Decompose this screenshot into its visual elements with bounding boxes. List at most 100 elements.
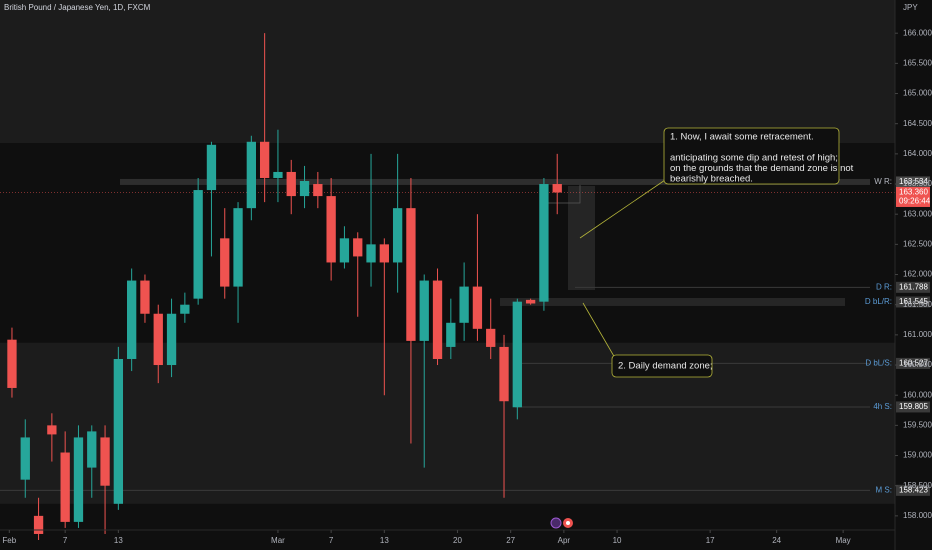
- annotation-box: [611, 354, 713, 378]
- annotation-box: [663, 127, 840, 185]
- candle-body: [432, 280, 443, 359]
- currency: JPY: [903, 3, 918, 12]
- candle-body: [140, 280, 150, 314]
- candle-body: [446, 322, 456, 347]
- candle-body: [552, 184, 562, 193]
- x-tick-label: 24: [772, 536, 781, 545]
- y-tick-label: 164.500: [903, 119, 932, 128]
- candle-body: [499, 346, 509, 402]
- level-price-box: [896, 281, 930, 293]
- candle-body: [60, 452, 70, 522]
- y-tick-label: 160.000: [903, 390, 932, 399]
- candle-body: [366, 244, 376, 263]
- candles: [7, 33, 562, 540]
- candle-body: [326, 196, 336, 263]
- x-tick-label: 7: [329, 536, 334, 545]
- level-price: 158.423: [899, 485, 928, 494]
- candle-body: [33, 515, 44, 534]
- y-tick-label: 158.000: [903, 511, 932, 520]
- level-price-box: [896, 484, 930, 496]
- y-tick-label: 166.000: [903, 28, 932, 37]
- level-label: W R:: [874, 177, 892, 186]
- candle-body: [220, 238, 230, 287]
- y-tick-label: 163.000: [903, 209, 932, 218]
- zone: [0, 0, 895, 143]
- candle-body: [392, 208, 403, 263]
- annotation-text: 1. Now, I await some retracement.: [670, 132, 814, 143]
- candle-body: [406, 208, 416, 341]
- x-tick-label: 27: [506, 536, 515, 545]
- level-price: 160.527: [899, 359, 928, 368]
- x-tick-label: 20: [453, 536, 462, 545]
- chart-title: British Pound / Japanese Yen, 1D, FXCM: [4, 3, 151, 12]
- x-tick-label: 10: [613, 536, 622, 545]
- y-tick-label: 165.000: [903, 89, 932, 98]
- candle-body: [539, 184, 549, 302]
- candle-body: [7, 339, 17, 388]
- x-tick-label: Mar: [271, 536, 285, 545]
- y-tick-label: 158.500: [903, 481, 932, 490]
- candle-body: [73, 437, 84, 522]
- level-label: D bL/S:: [865, 359, 892, 368]
- candle-body: [153, 313, 163, 366]
- candle-body: [20, 437, 30, 480]
- y-tick-label: 164.000: [903, 149, 932, 158]
- level-band: [500, 297, 845, 306]
- level-band: [120, 178, 870, 185]
- annotation-text: bearishly breached.: [670, 174, 753, 185]
- level-price-box: [896, 357, 930, 369]
- y-tick-label: 165.500: [903, 58, 932, 67]
- y-tick-label: 161.500: [903, 300, 932, 309]
- x-tick-label: 7: [63, 536, 68, 545]
- candle-body: [206, 144, 217, 191]
- annotation-text: on the grounds that the demand zone is n…: [670, 163, 854, 174]
- candle-body: [273, 171, 283, 178]
- candle-body: [100, 437, 110, 486]
- level-label: 4h S:: [873, 402, 892, 411]
- candle-body: [486, 328, 496, 347]
- level-price-box: [896, 401, 930, 413]
- annotation-text: 2. Daily demand zone;: [618, 361, 713, 372]
- level-price: 161.788: [899, 282, 928, 291]
- candle-body: [246, 141, 256, 209]
- candle-body: [47, 425, 57, 435]
- y-tick-label: 163.500: [903, 179, 932, 188]
- candle-body: [512, 301, 522, 408]
- y-tick-label: 159.500: [903, 420, 932, 429]
- y-tick-label: 162.500: [903, 239, 932, 248]
- countdown: 09:26:44: [899, 197, 931, 206]
- y-tick-label: 160.500: [903, 360, 932, 369]
- candle-body: [419, 280, 429, 341]
- event-icon[interactable]: [550, 517, 562, 529]
- candle-body: [525, 299, 536, 304]
- current-price-box: [896, 186, 930, 207]
- candle-body: [353, 238, 363, 257]
- y-tick-label: 159.000: [903, 451, 932, 460]
- candle-body: [286, 171, 296, 197]
- y-tick-label: 161.000: [903, 330, 932, 339]
- level-price: 161.545: [899, 297, 928, 306]
- candle-body: [233, 208, 243, 287]
- level-label: M S:: [876, 485, 892, 494]
- level-label: D R:: [876, 282, 892, 291]
- candle-body: [180, 304, 190, 314]
- candle-body: [259, 141, 270, 178]
- candle-body: [313, 184, 323, 197]
- x-tick-label: 13: [114, 536, 123, 545]
- zone: [0, 342, 895, 504]
- annotation-text: anticipating some dip and retest of high…: [670, 153, 838, 164]
- level-price: 163.534: [899, 177, 928, 186]
- candle-body: [299, 181, 310, 197]
- level-price-box: [896, 176, 930, 188]
- level-price-box: [896, 296, 930, 308]
- zones: [0, 0, 895, 504]
- current-price: 163.360: [899, 188, 928, 197]
- levels: W R: 163.534 D R: 161.788 D bL/R: 161.545 D bL…: [0, 176, 931, 496]
- axes: 158.000 158.500 159.000 159.500 160.000 160.5…: [2, 28, 932, 545]
- x-tick-label: Apr: [558, 536, 571, 545]
- x-tick-label: Feb: [2, 536, 16, 545]
- level-price: 159.805: [899, 402, 928, 411]
- candle-body: [127, 280, 137, 359]
